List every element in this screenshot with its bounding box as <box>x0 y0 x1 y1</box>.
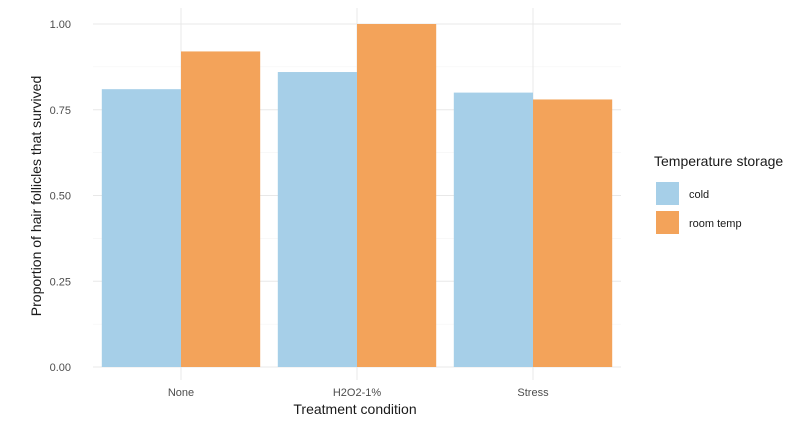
y-tick-label: 0.75 <box>50 105 71 117</box>
x-tick-label: Stress <box>517 387 549 399</box>
bar-cold-Stress <box>453 92 533 367</box>
bar-cold-H2O2-1% <box>277 72 357 368</box>
legend-items: cold room temp <box>656 182 742 234</box>
legend-title: Temperature storage <box>654 153 783 169</box>
y-tick-label: 0.50 <box>50 191 71 203</box>
y-axis-ticks: 0.00 0.25 0.50 0.75 1.00 <box>50 19 71 374</box>
bar-room-temp-Stress <box>533 99 613 368</box>
x-tick-label: H2O2-1% <box>333 387 382 399</box>
y-tick-label: 0.00 <box>50 362 71 374</box>
legend-swatch <box>656 211 679 234</box>
y-tick-label: 1.00 <box>50 19 71 31</box>
legend-swatch <box>656 182 679 205</box>
y-axis-title: Proportion of hair follicles that surviv… <box>28 76 44 316</box>
x-tick-label: None <box>168 387 194 399</box>
y-tick-label: 0.25 <box>50 276 71 288</box>
x-axis-title: Treatment condition <box>293 401 416 417</box>
bar-room-temp-H2O2-1% <box>357 24 437 367</box>
legend-label: cold <box>689 189 709 201</box>
bars <box>101 24 613 368</box>
legend-label: room temp <box>689 218 742 230</box>
bar-cold-None <box>101 89 181 368</box>
x-axis-ticks: None H2O2-1% Stress <box>168 387 549 399</box>
legend: Temperature storage cold room temp <box>654 153 783 234</box>
bar-room-temp-None <box>181 51 261 367</box>
